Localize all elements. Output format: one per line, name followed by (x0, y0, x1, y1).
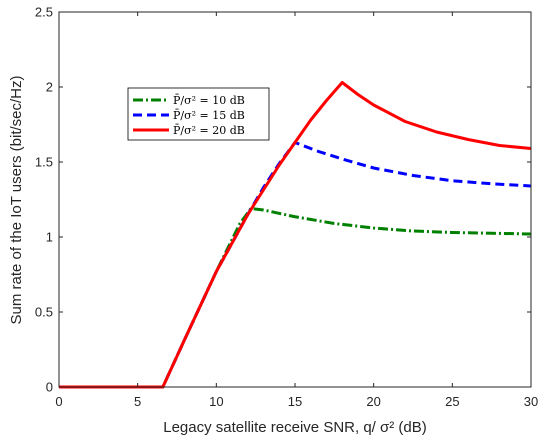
legend: P̄/σ² = 10 dB P̄/σ² = 15 dB P̄/σ² = 20 d… (127, 87, 270, 141)
series-layer (59, 81, 532, 389)
x-axis-label: Legacy satellite receive SNR, q/ σ² (dB) (163, 419, 427, 436)
y-tick-label: 0 (46, 380, 53, 395)
x-tick-label: 25 (445, 394, 459, 409)
x-tick-label: 0 (55, 394, 62, 409)
x-tick-label: 30 (524, 394, 538, 409)
y-tick-label: 0.5 (35, 305, 53, 320)
series-line-2 (59, 81, 532, 389)
y-tick-label: 2 (46, 80, 53, 95)
x-tick-label: 15 (288, 394, 302, 409)
y-tick-label: 1.5 (35, 155, 53, 170)
x-tick-label: 5 (134, 394, 141, 409)
tick-layer: 0 5 10 15 20 25 30 0 0.5 1 1.5 2 2.5 (35, 5, 538, 410)
plot-area (59, 12, 531, 387)
x-tick-label: 10 (209, 394, 223, 409)
legend-label-series-2: P̄/σ² = 20 dB (173, 124, 245, 137)
legend-label-series-0: P̄/σ² = 10 dB (173, 94, 245, 107)
x-tick-label: 20 (366, 394, 380, 409)
y-tick-label: 1 (46, 230, 53, 245)
legend-label-series-1: P̄/σ² = 15 dB (173, 109, 245, 122)
y-tick-label: 2.5 (35, 5, 53, 20)
y-axis-label: Sum rate of the IoT users (bit/sec/Hz) (8, 76, 25, 325)
